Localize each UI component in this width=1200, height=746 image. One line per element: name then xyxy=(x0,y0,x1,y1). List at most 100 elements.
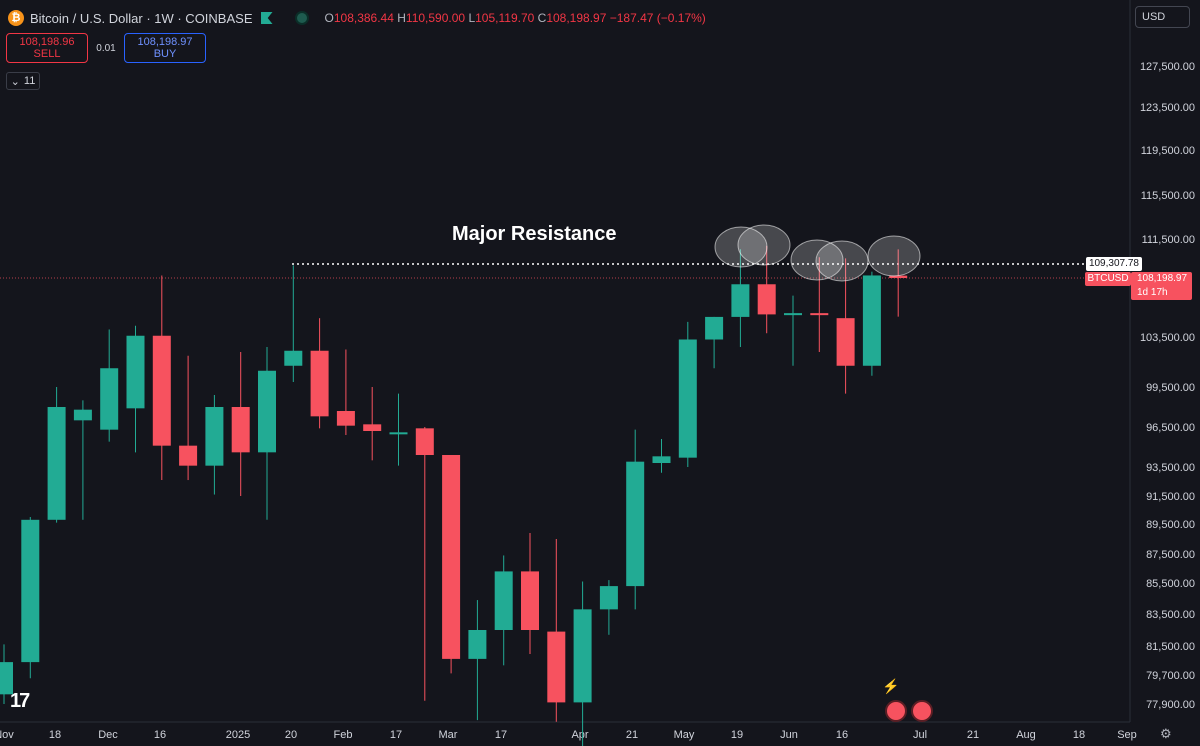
candle-body xyxy=(73,409,92,421)
price-tick-label: 96,500.00 xyxy=(1146,422,1195,434)
time-tick-label: 20 xyxy=(285,729,297,741)
resistance-test-marker xyxy=(790,239,844,281)
time-tick-label: Aug xyxy=(1016,729,1036,741)
candle-body xyxy=(152,335,171,446)
candle-body xyxy=(731,284,750,317)
price-tick-label: 81,500.00 xyxy=(1146,641,1195,653)
gear-icon[interactable]: ⚙ xyxy=(1160,726,1172,741)
candle-body xyxy=(126,335,145,409)
candle-body xyxy=(810,313,829,316)
candle-body xyxy=(363,424,382,431)
candle-body xyxy=(547,631,566,703)
market-status-icon[interactable] xyxy=(294,11,309,25)
price-tick-label: 89,500.00 xyxy=(1146,519,1195,531)
candle-body xyxy=(889,275,908,278)
flag-icon[interactable] xyxy=(260,12,273,24)
time-tick-label: Jun xyxy=(780,729,798,741)
candle-body xyxy=(47,407,66,520)
time-tick-label: Apr xyxy=(571,729,588,741)
indicators-count: 11 xyxy=(23,75,36,87)
resistance-test-marker xyxy=(815,240,869,282)
symbol-badge: BTCUSD xyxy=(1085,272,1131,286)
major-resistance-label: Major Resistance xyxy=(452,223,617,245)
time-tick-label: 19 xyxy=(731,729,743,741)
candle-body xyxy=(415,428,434,455)
time-tick-label: Jul xyxy=(913,729,927,741)
candle-body xyxy=(784,313,802,316)
time-tick-label: 16 xyxy=(836,729,848,741)
candle-body xyxy=(862,275,881,366)
resistance-test-marker xyxy=(714,226,768,268)
time-tick-label: Nov xyxy=(0,729,14,741)
time-tick-label: Mar xyxy=(439,729,458,741)
us-flag-icon[interactable] xyxy=(911,700,933,722)
us-flag-icon[interactable] xyxy=(885,700,907,722)
ohlc-values: O108,386.44 H110,590.00 L105,119.70 C108… xyxy=(324,11,706,25)
time-tick-label: May xyxy=(674,729,695,741)
candle-body xyxy=(179,445,198,466)
price-tick-label: 119,500.00 xyxy=(1141,145,1195,157)
price-tick-label: 115,500.00 xyxy=(1141,190,1195,202)
candle-body xyxy=(705,316,724,340)
lightning-icon[interactable]: ⚡ xyxy=(882,678,900,694)
price-tick-label: 77,900.00 xyxy=(1146,699,1195,711)
time-tick-label: Sep xyxy=(1117,729,1137,741)
candle-body xyxy=(599,586,618,610)
buy-button[interactable]: 108,198.97 BUY xyxy=(124,33,206,63)
candle-body xyxy=(468,630,487,659)
price-tick-label: 111,500.00 xyxy=(1142,234,1195,246)
candle-body xyxy=(258,370,276,453)
time-tick-label: 18 xyxy=(1073,729,1085,741)
time-tick-label: 17 xyxy=(495,729,507,741)
time-tick-label: 17 xyxy=(390,729,402,741)
currency-button[interactable]: USD xyxy=(1135,6,1190,28)
candle-body xyxy=(626,461,645,587)
resistance-price-label: 109,307.78 xyxy=(1086,257,1142,271)
indicators-toggle-button[interactable]: ⌄ 11 xyxy=(6,72,40,90)
price-tick-label: 87,500.00 xyxy=(1146,549,1195,561)
candle-body xyxy=(442,455,461,659)
chevron-down-icon: ⌄ xyxy=(10,75,20,88)
price-tick-label: 99,500.00 xyxy=(1146,382,1195,394)
candle-body xyxy=(231,407,250,453)
candle-body xyxy=(836,318,855,366)
symbol-title[interactable]: Bitcoin / U.S. Dollar · 1W · COINBASE xyxy=(30,10,253,26)
candle-body xyxy=(310,350,329,417)
time-tick-label: 18 xyxy=(49,729,61,741)
time-tick-label: Feb xyxy=(334,729,353,741)
chart-header: ₿ Bitcoin / U.S. Dollar · 1W · COINBASE … xyxy=(8,8,706,28)
change-value: −187.47 (−0.17%) xyxy=(609,11,706,25)
trade-panel: 108,198.96 SELL 0.01 108,198.97 BUY xyxy=(6,33,206,63)
current-price-badge: 108,198.97 1d 17h xyxy=(1131,272,1192,300)
price-tick-label: 127,500.00 xyxy=(1140,61,1195,73)
price-tick-label: 103,500.00 xyxy=(1140,332,1195,344)
time-tick-label: 21 xyxy=(967,729,979,741)
candle-body xyxy=(389,432,408,435)
candle-body xyxy=(0,662,13,695)
time-tick-label: Dec xyxy=(98,729,118,741)
candle-body xyxy=(573,609,592,703)
time-tick-label: 21 xyxy=(626,729,638,741)
resistance-test-marker xyxy=(867,235,921,277)
candle-body xyxy=(336,411,355,426)
sell-button[interactable]: 108,198.96 SELL xyxy=(6,33,88,63)
candle-body xyxy=(652,456,671,463)
candle-body xyxy=(521,571,539,630)
candle-body xyxy=(284,350,303,366)
resistance-test-marker xyxy=(737,224,791,266)
tradingview-logo[interactable]: 17 xyxy=(10,690,30,712)
time-tick-label: 16 xyxy=(154,729,166,741)
price-tick-label: 123,500.00 xyxy=(1140,102,1195,114)
bitcoin-icon: ₿ xyxy=(8,10,24,26)
candle-body xyxy=(205,407,224,466)
price-tick-label: 93,500.00 xyxy=(1146,462,1195,474)
candle-body xyxy=(757,284,776,315)
candle-body xyxy=(100,368,119,430)
spread-value: 0.01 xyxy=(96,42,116,54)
candle-body xyxy=(678,339,697,458)
candle-body xyxy=(21,519,40,663)
price-tick-label: 91,500.00 xyxy=(1146,491,1195,503)
price-tick-label: 79,700.00 xyxy=(1146,670,1195,682)
